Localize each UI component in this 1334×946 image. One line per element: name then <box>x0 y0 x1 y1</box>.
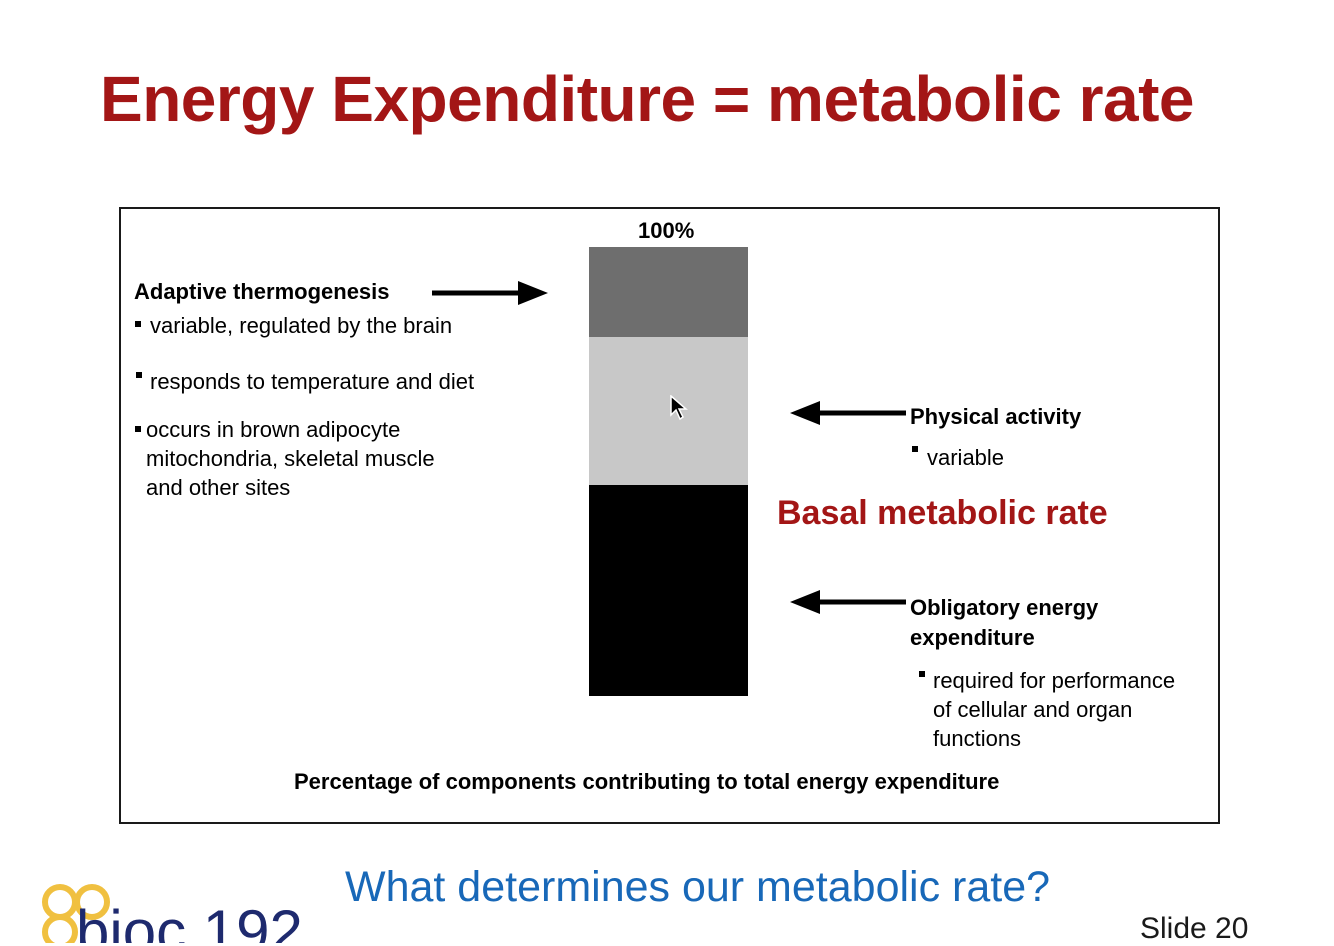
bar-segment-obligatory-energy <box>589 485 748 696</box>
mouse-cursor-icon <box>670 395 688 421</box>
bullet-square-icon <box>912 446 918 452</box>
bar-segment-adaptive-thermogenesis <box>589 247 748 337</box>
logo-text: bioc 192 <box>76 898 303 943</box>
obligatory-bullet-line-2: of cellular and organ <box>933 697 1133 722</box>
physical-activity-bullet: variable <box>927 445 1005 470</box>
arrow-left-icon <box>790 590 906 614</box>
adaptive-bullet-3: occurs in brown adipocyte mitochondria, … <box>146 415 435 502</box>
question-subtitle: What determines our metabolic rate? <box>345 863 1051 911</box>
bar-top-label: 100% <box>638 218 695 243</box>
obligatory-bullet-line-3: functions <box>933 726 1022 751</box>
bullet-square-icon <box>135 321 141 327</box>
bar-segment-physical-activity <box>589 337 748 485</box>
adaptive-bullet-3-line-2: mitochondria, skeletal muscle <box>146 446 435 471</box>
obligatory-energy-label-line-1: Obligatory energy <box>910 595 1099 620</box>
adaptive-bullet-3-line-1: occurs in brown adipocyte <box>146 417 401 442</box>
arrow-left-icon <box>790 401 906 425</box>
figure-caption: Percentage of components contributing to… <box>294 769 1000 794</box>
obligatory-energy-label-line-2: expenditure <box>910 625 1035 650</box>
adaptive-bullet-2: responds to temperature and diet <box>150 369 475 394</box>
slide-title: Energy Expenditure = metabolic rate <box>100 63 1194 135</box>
bullet-square-icon <box>135 426 141 432</box>
bullet-square-icon <box>919 671 925 677</box>
obligatory-energy-label: Obligatory energy expenditure <box>910 593 1098 653</box>
adaptive-thermogenesis-label: Adaptive thermogenesis <box>134 279 390 304</box>
slide-number: Slide 20 <box>1140 912 1249 945</box>
obligatory-energy-bullet: required for performance of cellular and… <box>933 666 1175 753</box>
physical-activity-label: Physical activity <box>910 404 1082 429</box>
bioc192-logo: bioc 192 <box>42 884 303 943</box>
bullet-square-icon <box>136 372 142 378</box>
figure-frame <box>119 207 1220 824</box>
obligatory-bullet-line-1: required for performance <box>933 668 1176 693</box>
basal-metabolic-rate-label: Basal metabolic rate <box>777 494 1108 532</box>
arrow-right-icon <box>432 281 548 305</box>
adaptive-bullet-1: variable, regulated by the brain <box>150 313 453 338</box>
adaptive-bullet-3-line-3: and other sites <box>146 475 291 500</box>
